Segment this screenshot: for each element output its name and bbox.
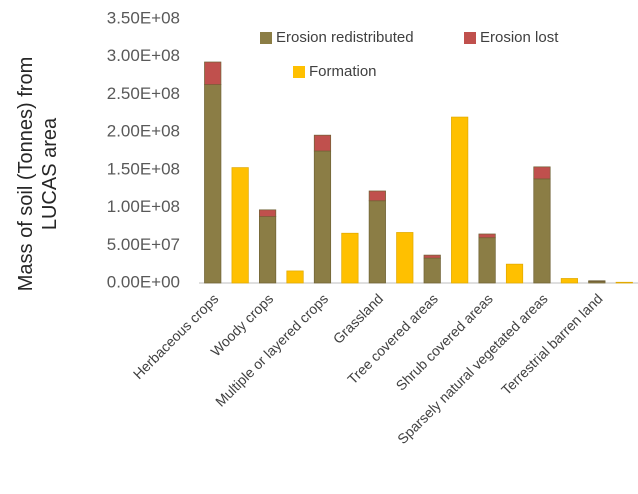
- bar-segment: [231, 167, 249, 284]
- legend-label: Erosion redistributed: [276, 29, 414, 46]
- bar-segment: [286, 270, 304, 284]
- legend-swatch: [293, 66, 305, 78]
- y-tick-label: 0.00E+00: [107, 272, 180, 291]
- bar-segment: [478, 233, 496, 239]
- y-tick-label: 3.00E+08: [107, 46, 180, 65]
- y-tick-label: 2.50E+08: [107, 84, 180, 103]
- bar-segment: [423, 254, 441, 259]
- x-tick-label: Herbaceous crops: [130, 290, 222, 382]
- x-tick-label: Shrub covered areas: [393, 290, 496, 393]
- bar-segment: [313, 150, 332, 284]
- y-axis-title: Mass of soil (Tonnes) from LUCAS area: [15, 56, 61, 292]
- bar-segment: [259, 209, 277, 217]
- y-tick-label: 3.50E+08: [107, 8, 180, 27]
- bar-segment: [204, 61, 222, 85]
- legend-swatch: [260, 32, 272, 44]
- y-tick-label: 2.00E+08: [107, 122, 180, 141]
- bar-segment: [505, 263, 524, 284]
- bar-segment: [588, 280, 606, 282]
- legend-label: Formation: [309, 63, 377, 80]
- bar-segment: [615, 281, 633, 284]
- bar-segment: [478, 237, 496, 284]
- bar-segment: [451, 116, 469, 284]
- x-tick-label: Tree covered areas: [344, 290, 441, 387]
- bar-segment: [533, 166, 551, 180]
- x-tick-label: Multiple or layered crops: [212, 290, 331, 409]
- legend-swatch: [464, 32, 476, 44]
- y-tick-label: 1.00E+08: [107, 197, 180, 216]
- y-tick-label: 1.50E+08: [107, 159, 180, 178]
- bar-segment: [396, 232, 414, 284]
- y-tick-label: 5.00E+07: [107, 235, 180, 254]
- bar-segment: [259, 216, 277, 284]
- bar-segment: [533, 178, 551, 284]
- x-tick-label: Terrestrial barren land: [498, 290, 606, 398]
- bar-segment: [560, 278, 578, 284]
- x-tick-label: Grassland: [330, 290, 386, 346]
- bar-segment: [204, 84, 222, 284]
- bar-segment: [368, 200, 386, 284]
- bar-segment: [341, 232, 359, 284]
- legend-label: Erosion lost: [480, 29, 559, 46]
- bar-segment: [423, 257, 441, 284]
- bar-segment: [313, 134, 332, 152]
- bar-segment: [368, 190, 386, 202]
